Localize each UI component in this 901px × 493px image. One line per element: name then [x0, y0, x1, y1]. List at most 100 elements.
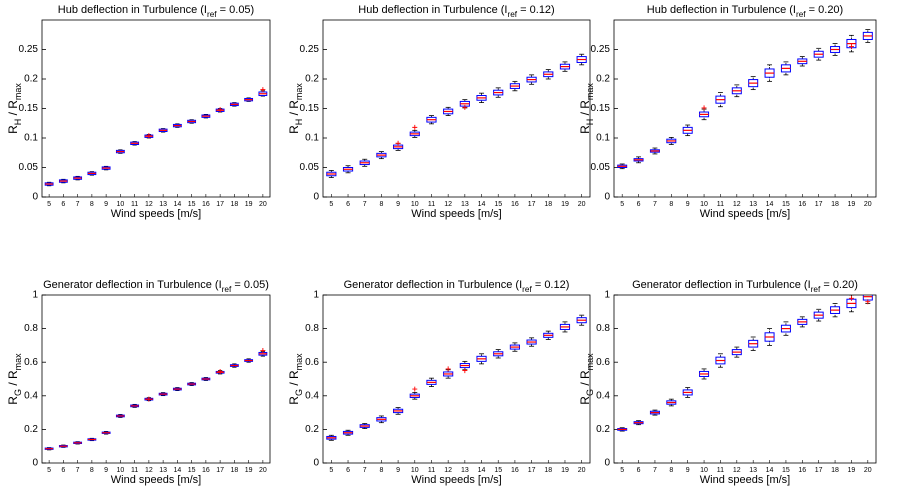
- x-tick-label: 5: [329, 467, 333, 474]
- x-tick-label: 9: [686, 201, 690, 208]
- chart-title: Generator deflection in Turbulence (Iref…: [632, 279, 858, 294]
- chart-title-part: Generator deflection in Turbulence (I: [43, 279, 222, 291]
- chart-title-part: Generator deflection in Turbulence (I: [632, 279, 811, 291]
- y-axis-label-part: R: [287, 396, 301, 405]
- x-tick-label: 19: [561, 467, 569, 474]
- y-axis-label-part: / R: [287, 370, 301, 389]
- x-tick-label: 19: [245, 467, 253, 474]
- x-tick-label: 18: [831, 467, 839, 474]
- panel: 00.20.40.60.815 6 7 8 9 10 11 12 13 14 15 16 17 18 19 2…: [578, 279, 877, 486]
- x-tick-label: 5: [620, 467, 624, 474]
- chart-title-part: ref: [207, 10, 217, 19]
- panel: 0 0.05 0.1 0.15 0.2 0.25 5 6 7 8 9 10 11 12 13 14 15 16 17…: [6, 4, 271, 220]
- plot-area: [322, 294, 591, 464]
- chart-title-part: ref: [522, 285, 532, 294]
- panel: 0 0.05 0.1 0.15 0.2 0.25 5 6 7 8 9 10 11 12 13 14 15 16 17…: [578, 4, 877, 220]
- x-tick-label: 11: [717, 467, 724, 474]
- y-tick-label: 0.1: [24, 133, 38, 144]
- y-axis-label: RG / Rmax: [578, 353, 595, 405]
- x-tick-label: 6: [61, 201, 65, 208]
- y-axis-label: RH / Rmax: [287, 83, 304, 134]
- outlier: [412, 386, 418, 392]
- chart-title: Hub deflection in Turbulence (Iref = 0.1…: [358, 4, 554, 19]
- x-tick-label: 15: [782, 467, 790, 474]
- outlier: [217, 107, 223, 113]
- y-tick-label: 0.15: [591, 103, 611, 114]
- x-axis-label: Wind speeds [m/s]: [411, 474, 501, 486]
- x-tick-label: 20: [578, 201, 586, 208]
- y-axis-label: RH / Rmax: [578, 83, 595, 134]
- y-tick-label: 0.1: [305, 133, 319, 144]
- x-tick-label: 13: [159, 201, 167, 208]
- x-tick-label: 6: [346, 201, 350, 208]
- y-axis-label-part: / R: [6, 370, 20, 389]
- y-tick-label: 0.2: [24, 74, 38, 85]
- chart-title-part: = 0.05): [217, 4, 255, 16]
- plot-area: [41, 19, 271, 198]
- y-axis-label-part: G: [13, 389, 23, 396]
- x-tick-label: 12: [444, 467, 452, 474]
- x-tick-label: 15: [494, 467, 502, 474]
- y-axis-label-part: G: [585, 389, 595, 396]
- x-axis-label: Wind speeds [m/s]: [700, 474, 790, 486]
- panel: 00.20.40.60.815 6 7 8 9 10 11 12 13 14 15 16 17 18 19 2…: [287, 279, 591, 486]
- chart-title-part: = 0.12): [517, 4, 555, 16]
- x-tick-label: 14: [478, 467, 486, 474]
- x-tick-label: 10: [116, 467, 124, 474]
- y-axis-label: RG / Rmax: [287, 353, 304, 405]
- y-tick-label: 0: [313, 192, 319, 203]
- y-tick-label: 0.4: [305, 390, 319, 401]
- x-tick-label: 16: [202, 201, 210, 208]
- x-tick-label: 17: [216, 467, 224, 474]
- y-axis-label-part: G: [294, 389, 304, 396]
- y-axis-label-part: R: [578, 396, 592, 405]
- x-tick-label: 8: [379, 201, 383, 208]
- x-tick-label: 7: [653, 201, 657, 208]
- x-tick-label: 16: [798, 201, 806, 208]
- x-tick-label: 7: [653, 467, 657, 474]
- x-tick-label: 8: [90, 467, 94, 474]
- x-tick-label: 20: [259, 467, 267, 474]
- x-tick-label: 20: [259, 201, 267, 208]
- x-tick-label: 14: [766, 467, 774, 474]
- x-tick-label: 19: [848, 467, 856, 474]
- chart-title: Hub deflection in Turbulence (Iref = 0.0…: [58, 4, 254, 19]
- x-tick-label: 18: [230, 201, 238, 208]
- x-tick-label: 11: [131, 467, 138, 474]
- y-tick-label: 1: [604, 290, 610, 301]
- y-axis-label-part: / R: [578, 100, 592, 119]
- x-tick-label: 19: [561, 201, 569, 208]
- x-tick-label: 18: [544, 467, 552, 474]
- x-tick-label: 9: [396, 201, 400, 208]
- x-tick-label: 15: [782, 201, 790, 208]
- y-axis-label-part: / R: [6, 100, 20, 119]
- x-axis-label: Wind speeds [m/s]: [411, 208, 501, 220]
- plot-marks: [44, 87, 268, 187]
- x-tick-label: 17: [216, 201, 224, 208]
- x-tick-label: 9: [104, 201, 108, 208]
- y-axis-label-part: R: [287, 125, 301, 134]
- outlier: [146, 396, 152, 402]
- x-tick-label: 19: [245, 201, 253, 208]
- y-tick-label: 0.6: [24, 357, 38, 368]
- plot-marks: [44, 347, 268, 451]
- x-tick-label: 18: [230, 467, 238, 474]
- chart-title-part: Hub deflection in Turbulence (I: [647, 4, 796, 16]
- y-tick-label: 0.2: [24, 424, 38, 435]
- plot-marks: [617, 29, 873, 170]
- chart-title: Hub deflection in Turbulence (Iref = 0.2…: [647, 4, 843, 19]
- x-tick-label: 12: [733, 467, 741, 474]
- y-axis-label-part: max: [585, 353, 595, 371]
- chart-title-part: = 0.20): [806, 4, 844, 16]
- y-axis-label-part: H: [585, 119, 595, 126]
- x-tick-label: 7: [363, 201, 367, 208]
- plot-area: [613, 294, 877, 464]
- x-tick-label: 7: [76, 201, 80, 208]
- x-axis-label: Wind speeds [m/s]: [111, 474, 201, 486]
- x-tick-label: 10: [411, 467, 419, 474]
- x-tick-label: 15: [188, 201, 196, 208]
- panel: 0 0.05 0.1 0.15 0.2 0.25 5 6 7 8 9 10 11 12 13 14 15 16 17…: [287, 4, 591, 220]
- y-tick-label: 0.2: [596, 74, 610, 85]
- x-tick-label: 9: [104, 467, 108, 474]
- plot-marks: [617, 295, 873, 432]
